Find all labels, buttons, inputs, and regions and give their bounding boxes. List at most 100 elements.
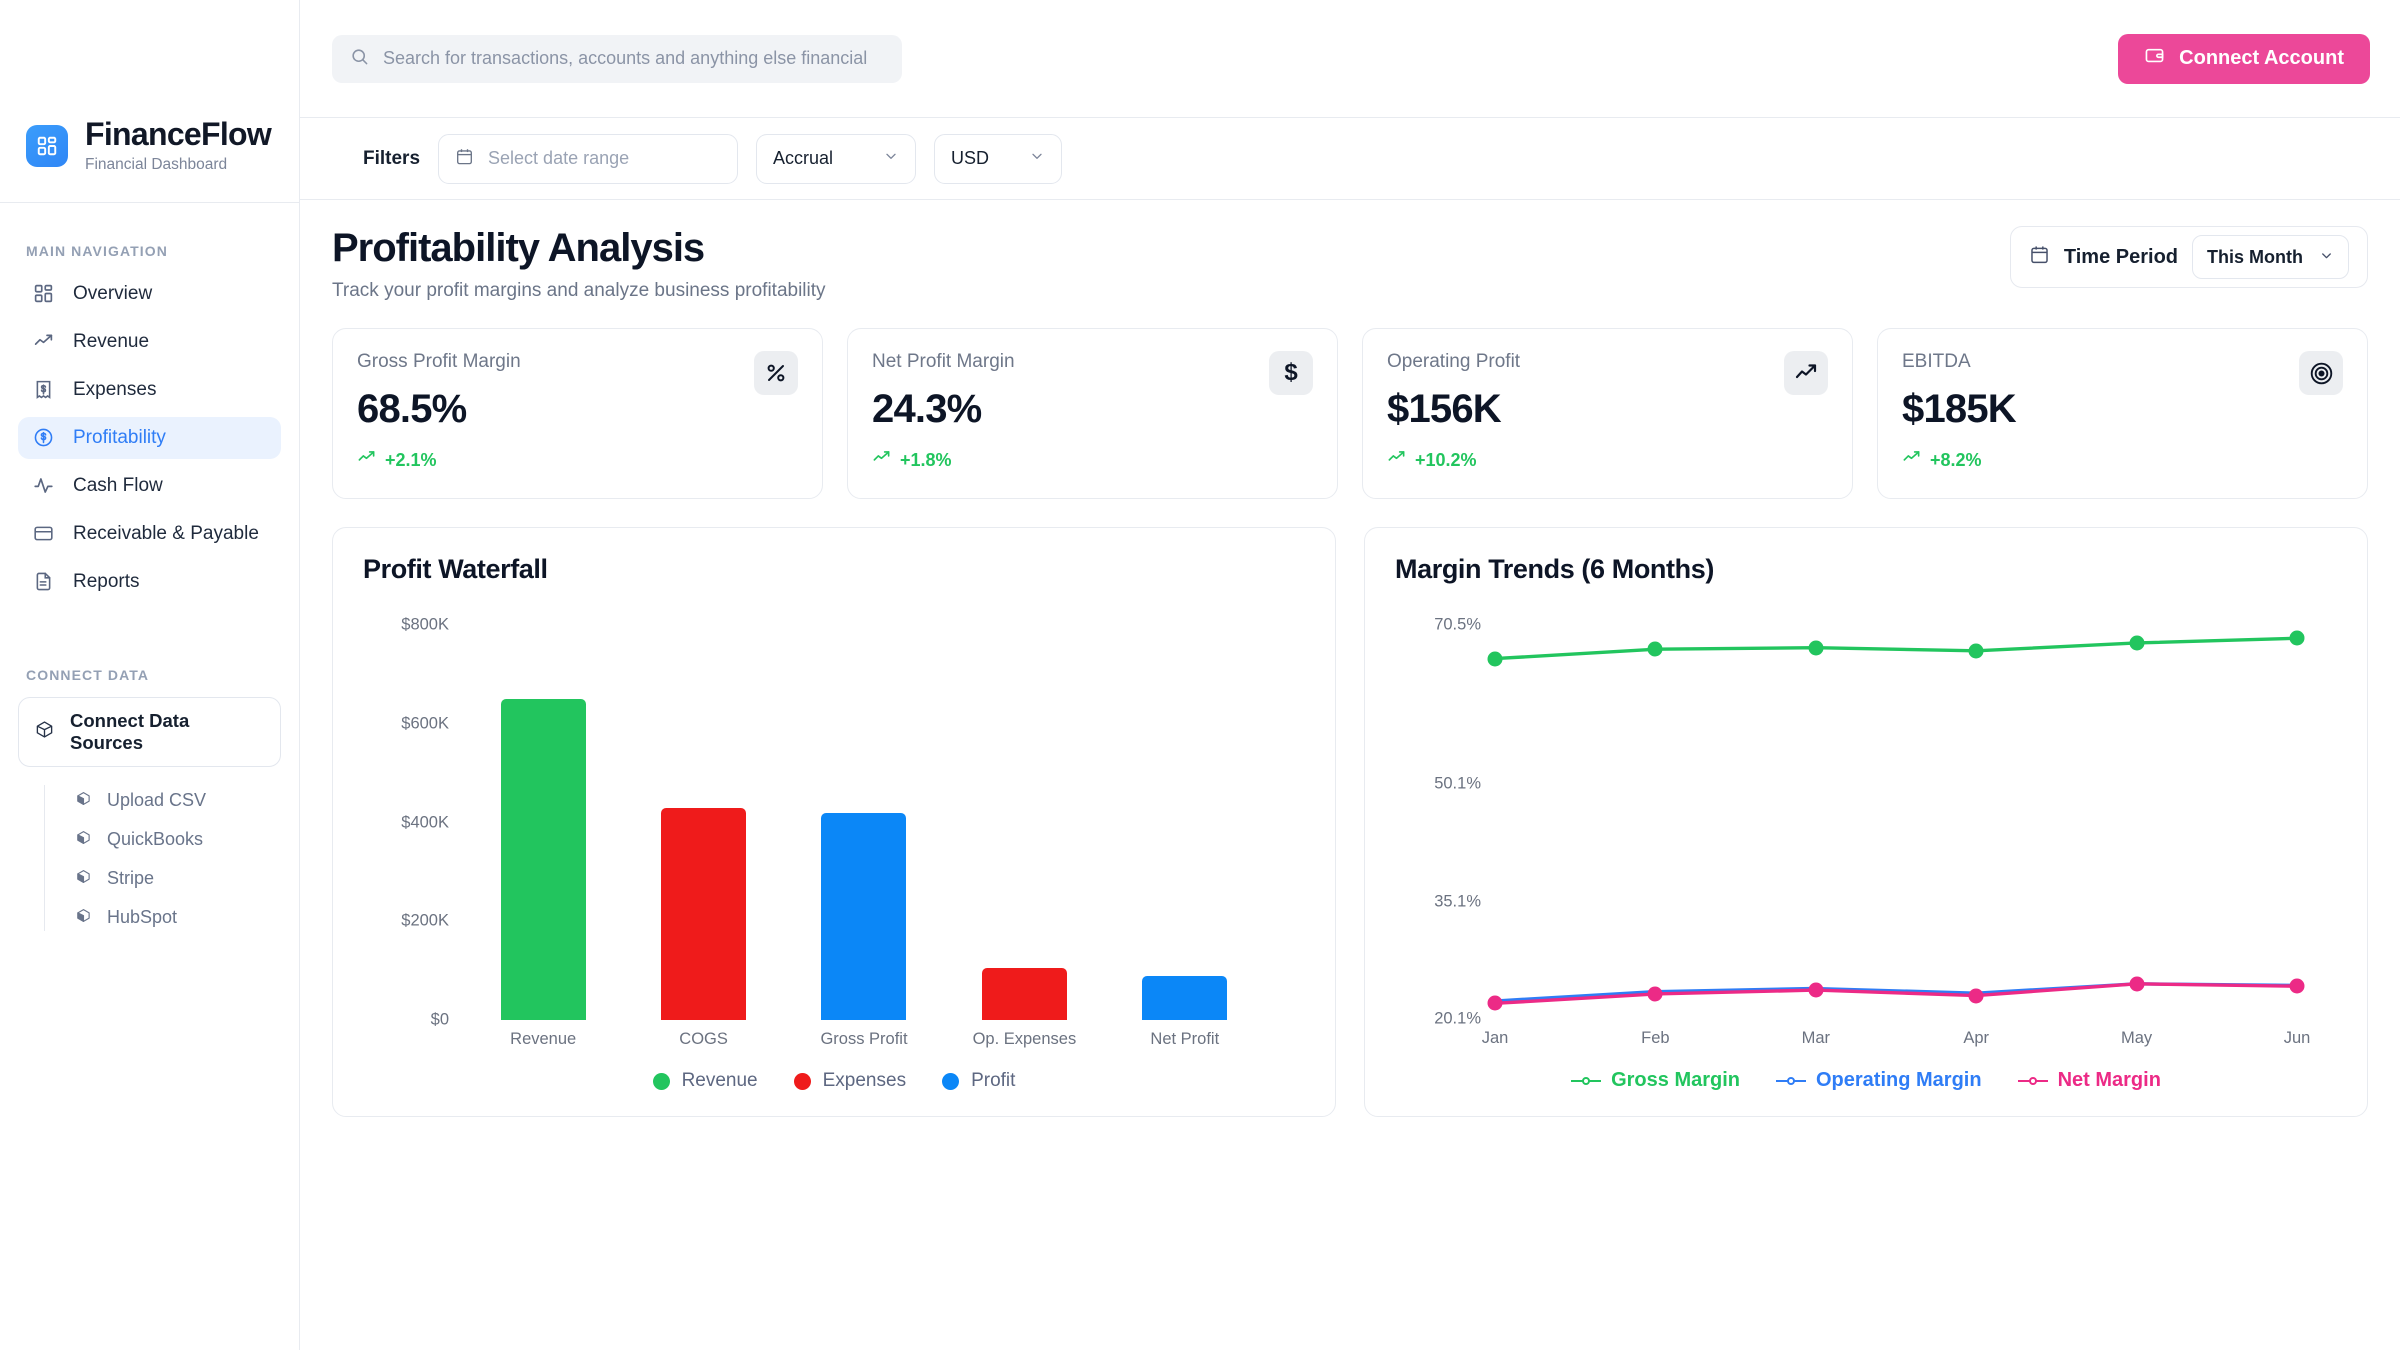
source-item-label: QuickBooks: [107, 828, 204, 849]
calendar-icon: [2029, 244, 2050, 270]
bar-revenue[interactable]: [500, 699, 586, 1020]
legend-label: Revenue: [681, 1070, 758, 1091]
brand-subtitle: Financial Dashboard: [85, 155, 228, 173]
kpi-value: $185K: [1902, 387, 2017, 431]
line-series: [1495, 638, 2297, 658]
percent-icon: [754, 351, 798, 395]
y-axis-tick-label: $200K: [401, 911, 449, 930]
topbar: Connect Account: [300, 0, 2400, 118]
source-item-quickbooks[interactable]: QuickBooks: [44, 820, 299, 859]
kpi-card-net-profit-margin[interactable]: Net Profit Margin 24.3% +1.8% $: [847, 328, 1338, 499]
document-icon: [32, 571, 54, 593]
data-point[interactable]: [1487, 995, 1503, 1011]
data-point[interactable]: [1968, 643, 1984, 659]
data-point[interactable]: [2289, 630, 2305, 646]
sidebar-item-expenses[interactable]: Expenses: [18, 369, 281, 411]
data-point[interactable]: [1808, 640, 1824, 656]
legend-color-swatch: [652, 1072, 670, 1090]
legend-item[interactable]: Operating Margin: [1776, 1069, 1982, 1092]
time-period-label: Time Period: [2063, 245, 2179, 268]
kpi-change-value: +2.1%: [385, 449, 437, 470]
y-axis-tick-label: 35.1%: [1434, 892, 1481, 911]
brand: FinanceFlow Financial Dashboard: [0, 117, 299, 202]
data-point[interactable]: [2129, 976, 2145, 992]
data-point[interactable]: [2129, 635, 2145, 651]
margin-trends-lines: [1495, 625, 2297, 1019]
sidebar-item-profitability[interactable]: Profitability: [18, 416, 281, 459]
kpi-title: Gross Profit Margin: [357, 351, 521, 372]
connect-account-button[interactable]: Connect Account: [2118, 33, 2370, 84]
kpi-change-value: +8.2%: [1930, 449, 1982, 470]
cube-icon: [76, 907, 91, 928]
chevron-down-icon: [2319, 247, 2334, 268]
chart-title: Profit Waterfall: [363, 554, 548, 584]
legend-line-marker: [1571, 1075, 1602, 1087]
data-point[interactable]: [2289, 978, 2305, 994]
legend-item[interactable]: Net Margin: [2017, 1069, 2161, 1092]
source-item-upload-csv[interactable]: Upload CSV: [44, 781, 299, 820]
legend-label: Profit: [971, 1070, 1016, 1091]
legend-item[interactable]: Expenses: [793, 1070, 906, 1092]
data-point[interactable]: [1968, 988, 1984, 1004]
nav-section-label: MAIN NAVIGATION: [26, 242, 168, 259]
currency-select[interactable]: USD: [934, 133, 1063, 184]
kpi-change-value: +1.8%: [900, 449, 952, 470]
bar-op-expenses[interactable]: [981, 968, 1067, 1020]
kpi-card-ebitda[interactable]: EBITDA $185K +8.2%: [1877, 328, 2368, 499]
chevron-down-icon: [1029, 148, 1045, 169]
main-area: Connect Account Filters Select date rang…: [300, 0, 2400, 1350]
connect-data-sources-button[interactable]: Connect Data Sources: [18, 696, 281, 767]
accounting-method-select[interactable]: Accrual: [756, 133, 917, 184]
sidebar-item-reports[interactable]: Reports: [18, 561, 281, 603]
x-axis-tick-label: Revenue: [510, 1030, 577, 1048]
sidebar-item-revenue[interactable]: Revenue: [18, 321, 281, 363]
legend-item[interactable]: Revenue: [652, 1070, 758, 1092]
chevron-down-icon: [883, 148, 899, 169]
data-point[interactable]: [1647, 641, 1663, 657]
bar-net-profit[interactable]: [1142, 975, 1228, 1020]
kpi-value: 24.3%: [872, 387, 982, 431]
data-point[interactable]: [1647, 986, 1663, 1002]
data-point[interactable]: [1808, 982, 1824, 998]
cube-icon: [35, 720, 54, 744]
kpi-card-gross-profit-margin[interactable]: Gross Profit Margin 68.5% +2.1%: [332, 328, 823, 499]
source-item-stripe[interactable]: Stripe: [44, 859, 299, 898]
legend-item[interactable]: Gross Margin: [1571, 1069, 1740, 1092]
sidebar-item-label: Reports: [73, 570, 140, 592]
legend-label: Gross Margin: [1611, 1069, 1740, 1091]
cube-icon: [76, 868, 91, 889]
y-axis-tick-label: $400K: [401, 813, 449, 831]
filters-label: Filters: [363, 147, 421, 169]
kpi-change: +8.2%: [1902, 448, 2343, 472]
connect-account-label: Connect Account: [2179, 47, 2344, 69]
sidebar-item-label: Overview: [73, 282, 153, 304]
source-item-label: Upload CSV: [107, 789, 207, 810]
sidebar-item-cash-flow[interactable]: Cash Flow: [18, 465, 281, 507]
source-item-hubspot[interactable]: HubSpot: [44, 898, 299, 937]
sidebar-item-receivable-payable[interactable]: Receivable & Payable: [18, 513, 281, 555]
x-axis-tick-label: Mar: [1801, 1029, 1831, 1047]
calendar-icon: [455, 147, 474, 171]
search-icon: [350, 47, 369, 71]
sidebar-divider: [0, 201, 299, 203]
bar-gross-profit[interactable]: [821, 812, 907, 1020]
funnel-icon: [332, 146, 351, 171]
filter-bar: Filters Select date range Accrual USD: [300, 118, 2400, 200]
kpi-card-operating-profit[interactable]: Operating Profit $156K +10.2%: [1362, 328, 1853, 499]
date-range-field[interactable]: Select date range: [438, 133, 739, 184]
data-point[interactable]: [1487, 651, 1503, 667]
search-input[interactable]: [383, 48, 884, 69]
legend-item[interactable]: Profit: [942, 1070, 1015, 1092]
sidebar-item-label: Expenses: [73, 378, 157, 400]
x-axis-tick-label: Feb: [1641, 1029, 1670, 1047]
y-axis-tick-label: $0: [430, 1010, 449, 1029]
activity-pulse-icon: [32, 475, 54, 497]
kpi-title: Net Profit Margin: [872, 351, 1015, 372]
search-box[interactable]: [332, 34, 902, 83]
time-period-select[interactable]: This Month: [2192, 235, 2349, 279]
bar-cogs[interactable]: [661, 807, 747, 1020]
sidebar-item-overview[interactable]: Overview: [18, 273, 281, 315]
legend-line-marker: [1776, 1075, 1806, 1087]
filters-label-group[interactable]: Filters: [332, 146, 420, 171]
date-range-placeholder: Select date range: [488, 148, 630, 168]
